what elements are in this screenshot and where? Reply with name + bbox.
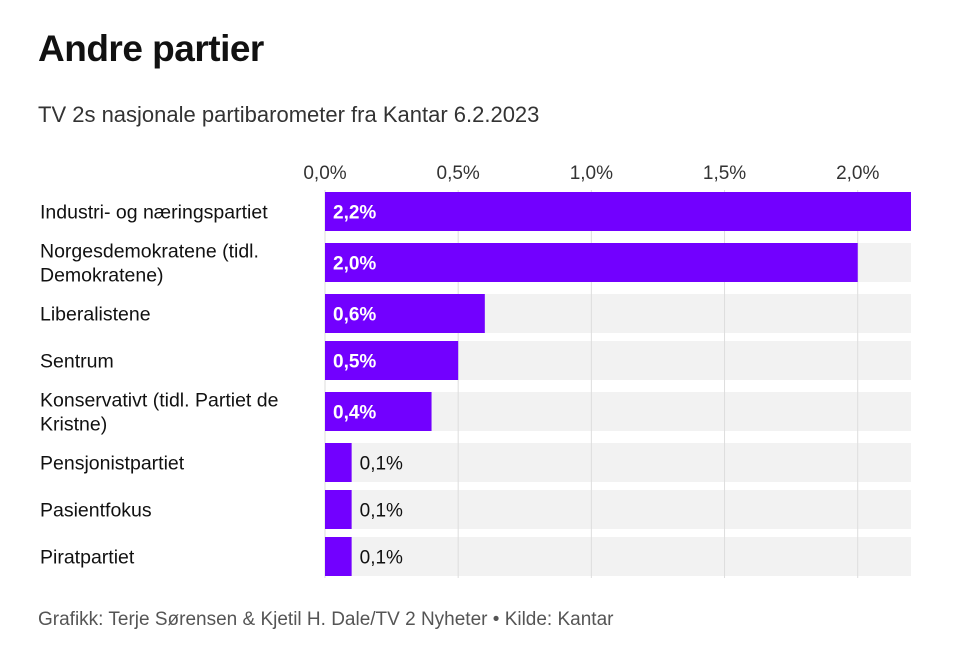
bar <box>325 392 432 431</box>
category-label: Industri- og næringspartiet <box>40 202 268 224</box>
value-label: 2,2% <box>333 203 376 224</box>
bar <box>325 243 858 282</box>
value-label: 0,4% <box>333 403 376 424</box>
bar <box>325 537 352 576</box>
category-label: Liberalistene <box>40 304 151 326</box>
category-label-line: Demokratene) <box>40 265 164 287</box>
category-label: Norgesdemokratene (tidl. Demokratene) <box>40 241 259 287</box>
value-label: 0,1% <box>360 501 403 522</box>
category-label-line: Kristne) <box>40 414 107 436</box>
x-tick-label: 2,0% <box>836 163 879 184</box>
x-tick-label: 1,0% <box>570 163 613 184</box>
category-label-line: Konservativt (tidl. Partiet de <box>40 390 278 412</box>
x-tick-label: 0,5% <box>437 163 480 184</box>
category-label-line: Liberalistene <box>40 304 151 326</box>
value-labels: 2,2% 2,0% 0,6% 0,5% 0,4% 0,1% 0,1% 0,1% <box>333 203 403 569</box>
bar <box>325 490 352 529</box>
category-label: Pensjonistpartiet <box>40 453 185 475</box>
value-label: 0,6% <box>333 305 376 326</box>
bar-track <box>325 490 911 529</box>
category-label: Pasientfokus <box>40 500 152 522</box>
category-label: Konservativt (tidl. Partiet de Kristne) <box>40 390 278 436</box>
category-labels: Industri- og næringspartiet Norgesdemokra… <box>40 202 278 569</box>
chart-title: Andre partier <box>38 28 264 69</box>
bar <box>325 294 485 333</box>
bar <box>325 192 911 231</box>
value-label: 0,5% <box>333 352 376 373</box>
chart-subtitle: TV 2s nasjonale partibarometer fra Kanta… <box>38 102 540 127</box>
x-tick-label: 0,0% <box>303 163 346 184</box>
category-label-line: Piratpartiet <box>40 547 135 569</box>
value-label: 0,1% <box>360 548 403 569</box>
category-label-line: Pensjonistpartiet <box>40 453 185 475</box>
category-label-line: Sentrum <box>40 351 114 373</box>
bar <box>325 341 459 380</box>
category-label-line: Pasientfokus <box>40 500 152 522</box>
category-label-line: Norgesdemokratene (tidl. <box>40 241 259 263</box>
bar <box>325 443 352 482</box>
category-label: Sentrum <box>40 351 114 373</box>
bar-chart: 0,0% 0,5% 1,0% 1,5% 2,0% Industri- og næring… <box>40 163 911 578</box>
source-credit: Grafikk: Terje Sørensen & Kjetil H. Dale… <box>38 609 614 630</box>
x-axis-ticks: 0,0% 0,5% 1,0% 1,5% 2,0% <box>303 163 879 184</box>
bars <box>325 192 911 576</box>
category-label: Piratpartiet <box>40 547 135 569</box>
category-label-line: Industri- og næringspartiet <box>40 202 268 224</box>
bar-track <box>325 443 911 482</box>
bar-track <box>325 537 911 576</box>
value-label: 0,1% <box>360 454 403 475</box>
value-label: 2,0% <box>333 254 376 275</box>
x-tick-label: 1,5% <box>703 163 746 184</box>
